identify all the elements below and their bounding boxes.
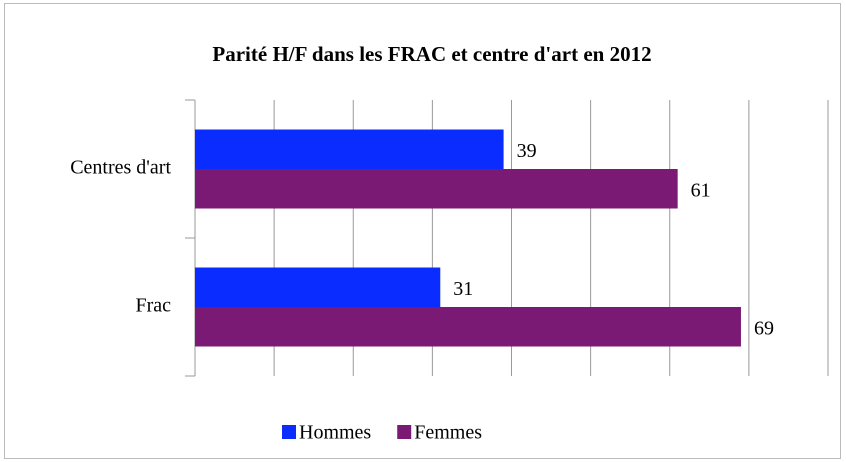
bar (195, 267, 441, 307)
data-label: 69 (754, 317, 774, 339)
y-tick-label: Frac (135, 295, 171, 317)
data-label: 39 (517, 140, 537, 162)
chart-border (4, 3, 841, 459)
chart-title: Parité H/F dans les FRAC et centre d'art… (212, 42, 651, 66)
legend-label: Femmes (414, 422, 482, 444)
bar (195, 307, 741, 347)
y-tick-label: Centres d'art (70, 157, 171, 179)
bar (195, 129, 504, 169)
legend-swatch (282, 425, 296, 439)
bar (195, 169, 678, 209)
data-label: 31 (453, 278, 473, 300)
data-label: 61 (691, 179, 711, 201)
legend-label: Hommes (299, 422, 371, 444)
legend-swatch (397, 425, 412, 439)
